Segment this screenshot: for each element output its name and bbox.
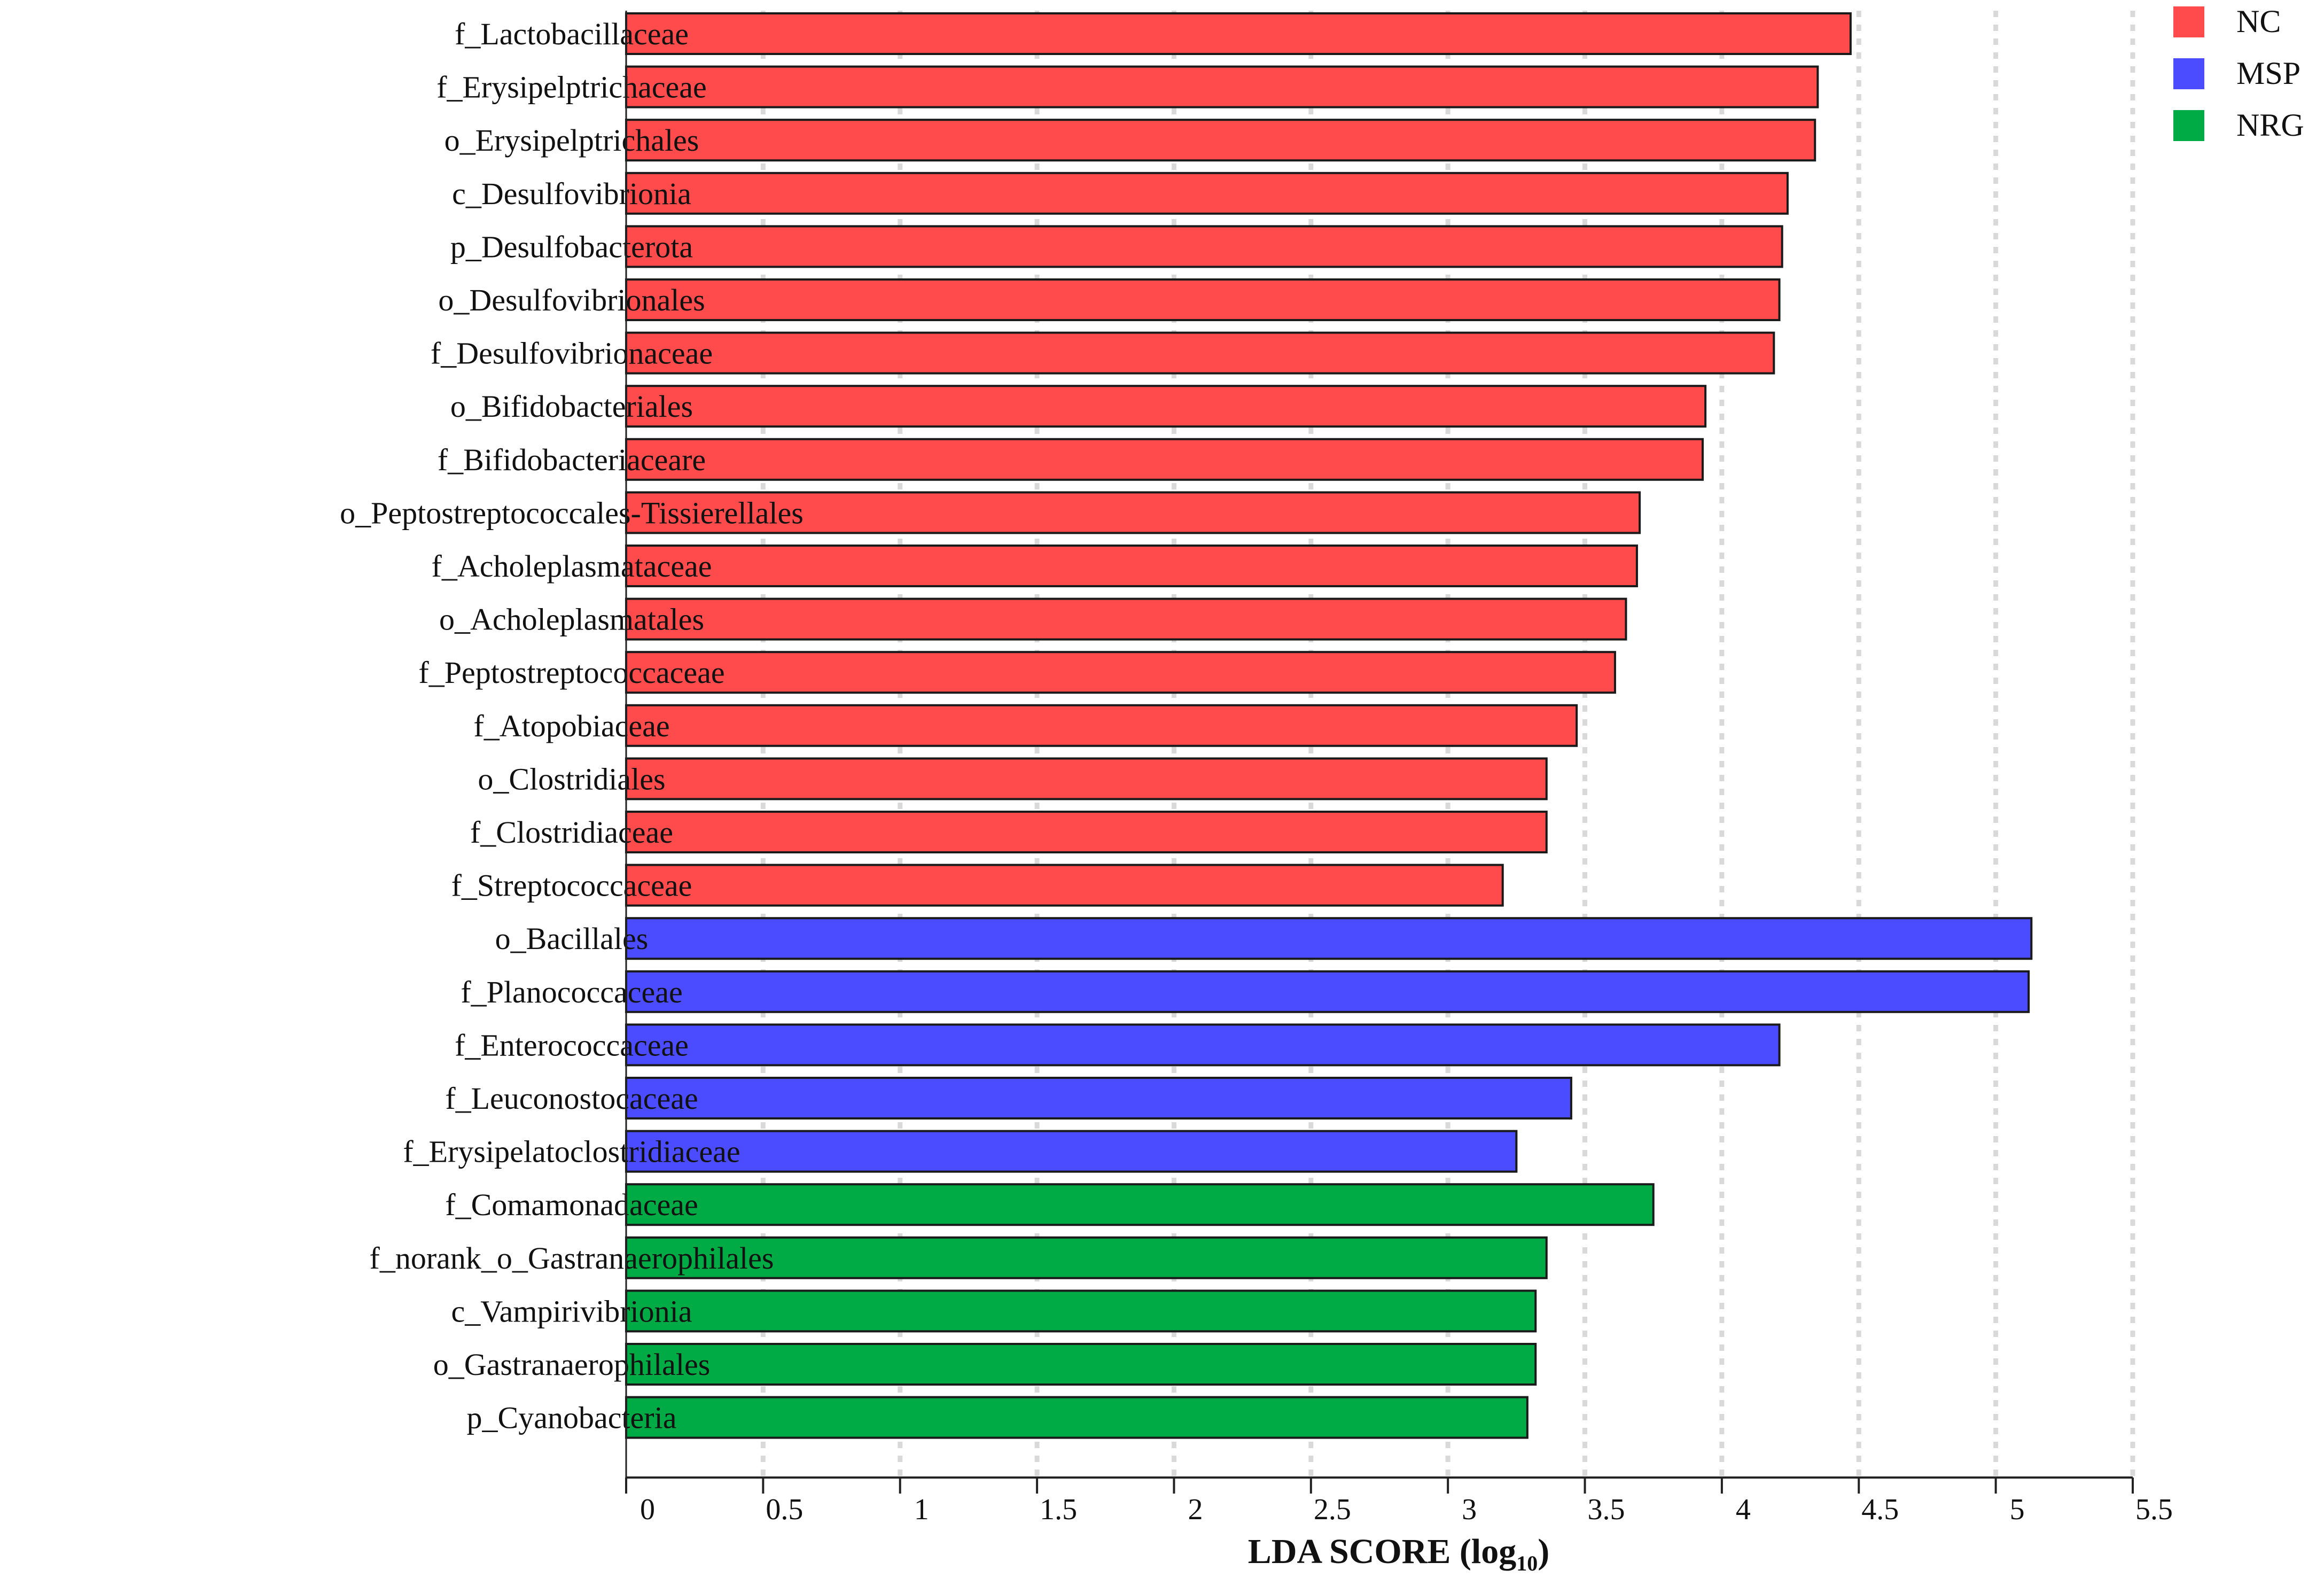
legend-swatch-msp (2173, 58, 2204, 89)
category-label: f_Comamonadaceae (445, 1187, 698, 1222)
bar-nc (625, 385, 1707, 428)
x-axis-title: LDA SCORE (log10) (1248, 1532, 1549, 1575)
category-label: o_Bifidobacteriales (450, 389, 693, 424)
x-tick-label: 5 (2010, 1493, 2025, 1526)
bar-nrg (625, 1183, 1655, 1226)
bar-nc (625, 597, 1627, 641)
bar-msp (625, 1130, 1518, 1173)
category-label: f_Peptostreptococcaceae (418, 655, 724, 690)
category-label: f_Enterococcaceae (455, 1028, 689, 1062)
bar-nc (625, 864, 1504, 907)
bar-nc (625, 12, 1852, 55)
x-axis-title-main: LDA SCORE (log (1248, 1532, 1516, 1571)
x-tick-label: 5.5 (2135, 1493, 2173, 1526)
bar-nrg (625, 1343, 1537, 1386)
bar-nc (625, 757, 1548, 800)
x-tick-label: 3.5 (1588, 1493, 1625, 1526)
bar-nc (625, 545, 1638, 587)
category-labels: f_Lactobacillaceae f_Erysipelptrichaceaeo… (340, 17, 804, 1435)
bar-nc (625, 278, 1781, 321)
legend-swatch-nrg (2173, 110, 2204, 141)
x-axis-title-subscript: 10 (1516, 1551, 1538, 1575)
category-label: f_Desulfovibrionaceae (431, 336, 713, 371)
x-tick-label: 0.5 (766, 1493, 803, 1526)
category-label: o_Peptostreptococcales-Tissierellales (340, 495, 804, 530)
bar-nrg (625, 1236, 1548, 1279)
legend-swatch-nc (2173, 6, 2204, 37)
category-label: f_Erysipelptrichaceae (436, 70, 707, 105)
category-label: c_Vampirivibrionia (451, 1294, 692, 1328)
category-label: o_Acholeplasmatales (439, 602, 704, 637)
category-label: f_Bifidobacteriaceare (438, 442, 706, 477)
x-tick-label: 2.5 (1314, 1493, 1351, 1526)
category-label: p_Cyanobacteria (467, 1401, 677, 1435)
category-label: f_Leuconostocaceae (445, 1081, 698, 1116)
bar-nrg (625, 1396, 1528, 1439)
category-label: f_Planococcaceae (461, 975, 682, 1009)
x-tick-label: 4 (1736, 1493, 1751, 1526)
category-label: p_Desulfobacterota (450, 229, 693, 264)
bar-nc (625, 704, 1578, 747)
category-label: f_Lactobacillaceae (455, 17, 689, 51)
category-label: f_Clostridiaceae (470, 815, 673, 850)
category-label: f_Streptococcaceae (451, 868, 692, 903)
x-tick-label: 0 (640, 1493, 655, 1526)
bar-nc (625, 651, 1616, 694)
category-label: f_norank_o_Gastranaerophilales (370, 1241, 774, 1276)
category-label: f_Atopobiaceae (473, 709, 669, 743)
category-label: f_Acholeplasmataceae (432, 549, 712, 584)
category-label: o_Clostridiales (478, 761, 665, 796)
x-axis: 0 0.5 1 1.5 2 2.5 3 3.5 4 4.5 5 5.5 (625, 11, 2173, 1526)
bars (625, 12, 2033, 1439)
bar-nc (625, 438, 1704, 481)
x-tick-label: 1 (914, 1493, 929, 1526)
legend-label-nc: NC (2236, 4, 2281, 39)
bar-msp (625, 1077, 1572, 1119)
category-label: o_Desulfovibrionales (438, 283, 705, 317)
bar-nc (625, 172, 1789, 215)
legend-label-nrg: NRG (2236, 107, 2304, 143)
bar-msp (625, 1023, 1781, 1067)
bar-nc (625, 225, 1783, 268)
bar-msp (625, 917, 2033, 960)
x-tick-label: 2 (1188, 1493, 1203, 1526)
bar-nc (625, 65, 1819, 108)
bar-nc (625, 119, 1816, 162)
x-axis-title-close: ) (1538, 1532, 1549, 1571)
bar-msp (625, 970, 2030, 1013)
legend-label-msp: MSP (2236, 56, 2300, 91)
category-label: o_Gastranaerophilales (433, 1347, 711, 1382)
bar-nc (625, 331, 1775, 375)
category-label: f_Erysipelatoclostridiaceae (403, 1134, 740, 1169)
legend: NC MSP NRG (2173, 4, 2304, 143)
x-tick-label: 4.5 (1861, 1493, 1899, 1526)
bar-nc (625, 811, 1548, 853)
x-tick-label: 3 (1462, 1493, 1477, 1526)
category-label: o_Erysipelptrichales (444, 123, 699, 158)
category-label: c_Desulfovibrionia (452, 176, 691, 211)
category-label: o_Bacillales (495, 921, 649, 956)
bar-nrg (625, 1289, 1537, 1333)
x-tick-label: 1.5 (1040, 1493, 1077, 1526)
